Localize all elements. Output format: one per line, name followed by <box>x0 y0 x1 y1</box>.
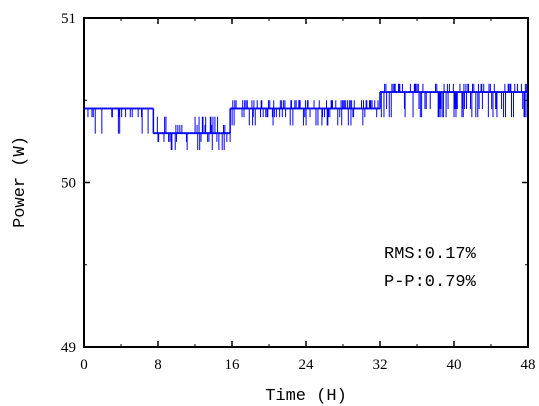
y-tick-labels: 49 50 51 <box>61 11 76 356</box>
y-tick-label: 51 <box>61 11 76 27</box>
x-tick-label: 16 <box>225 357 241 373</box>
y-axis-label: Power (W) <box>11 136 30 228</box>
series-power <box>83 83 529 151</box>
x-tick-label: 24 <box>299 357 315 373</box>
rms-annotation: RMS:0.17% <box>384 245 477 264</box>
plot-frame <box>83 17 529 348</box>
x-axis-label: Time (H) <box>265 387 347 406</box>
x-tick-label: 40 <box>447 357 462 373</box>
plot-border <box>83 17 529 348</box>
x-tick-labels: 0 8 16 24 32 40 48 <box>80 357 535 373</box>
x-tick-label: 0 <box>80 357 88 373</box>
axis-ticks <box>83 17 529 348</box>
x-tick-label: 32 <box>373 357 388 373</box>
y-tick-label: 49 <box>61 340 76 356</box>
y-tick-label: 50 <box>61 176 76 192</box>
peak-to-peak-annotation: P-P:0.79% <box>384 273 477 292</box>
x-tick-label: 48 <box>521 357 536 373</box>
x-tick-label: 8 <box>154 357 162 373</box>
